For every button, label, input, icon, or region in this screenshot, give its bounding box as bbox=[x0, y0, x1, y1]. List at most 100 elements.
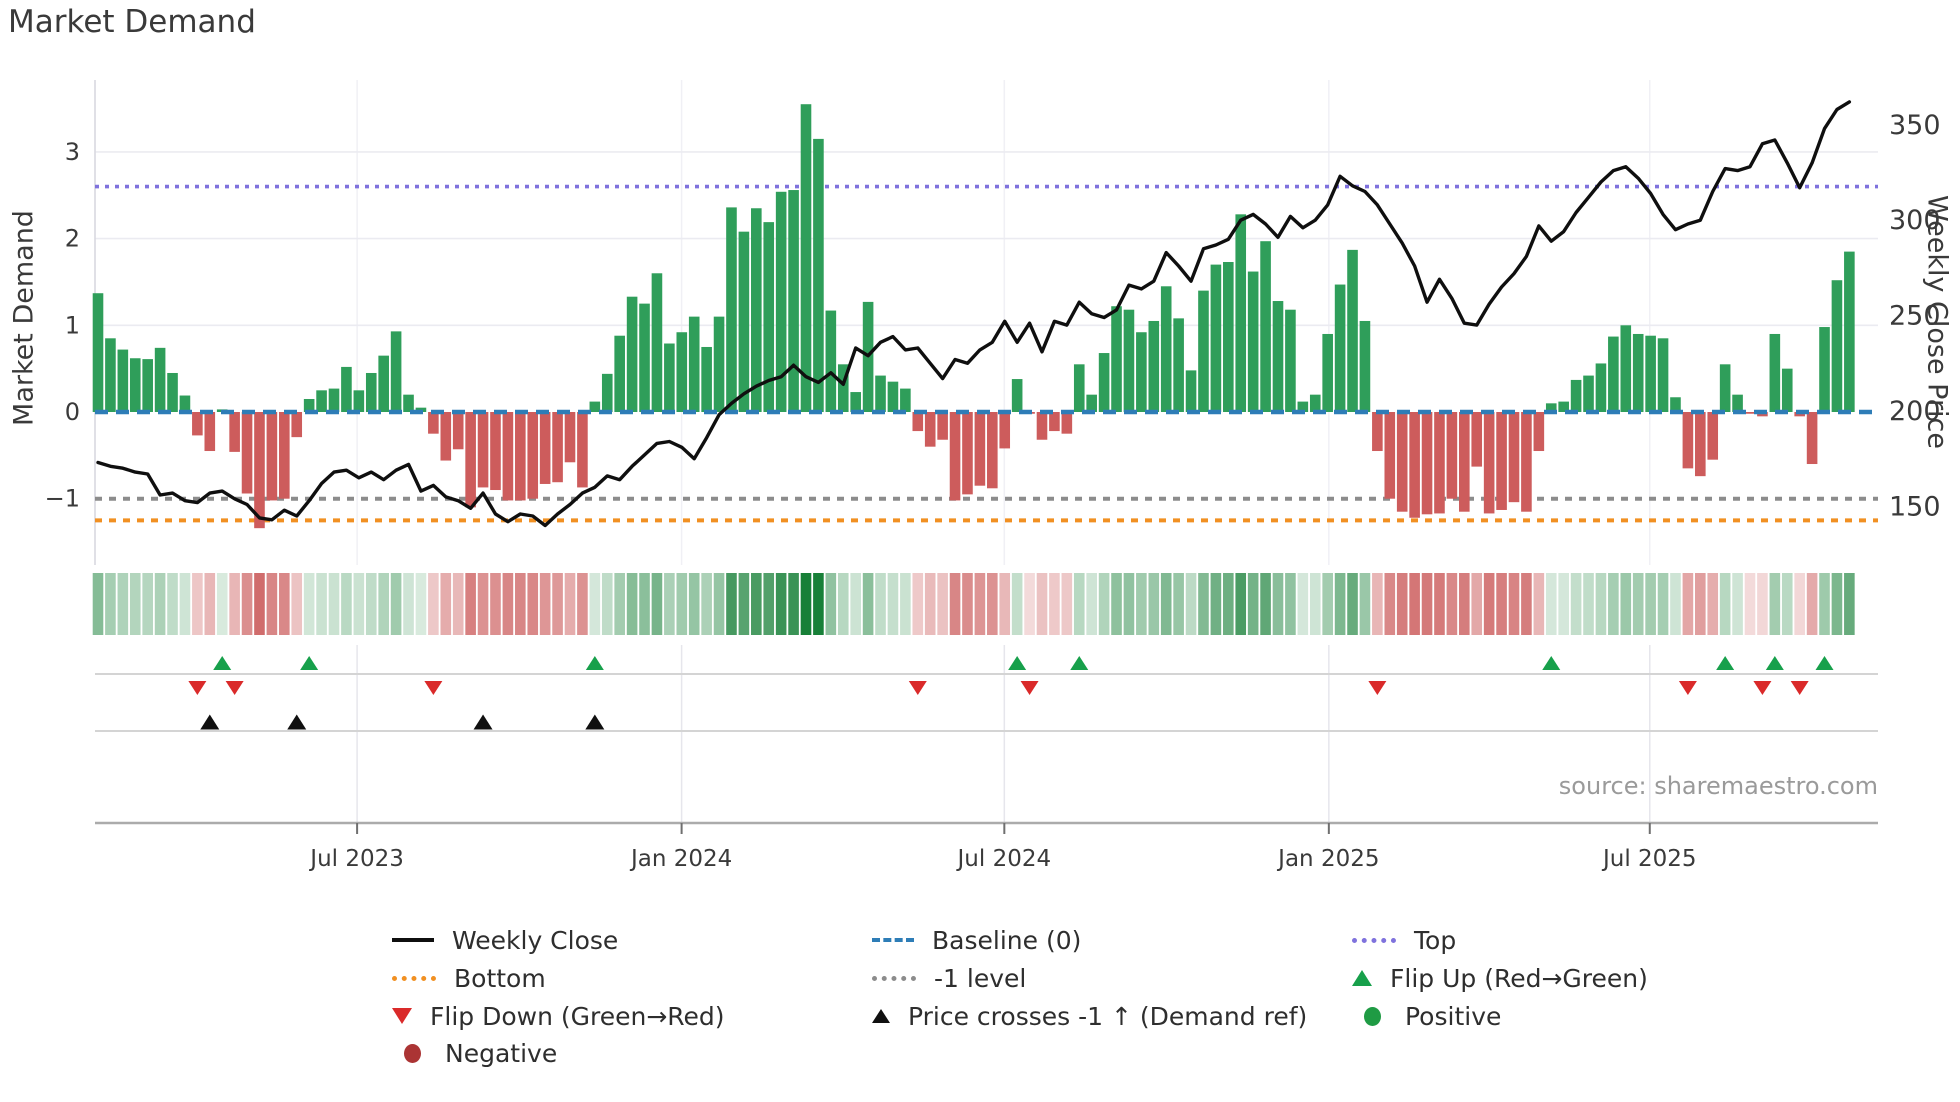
heatmap-cell bbox=[1073, 573, 1085, 635]
demand-bar bbox=[1297, 401, 1309, 412]
flip-down-marker bbox=[225, 681, 244, 695]
heatmap-cell bbox=[577, 573, 588, 635]
demand-bar bbox=[1123, 309, 1135, 412]
demand-bar bbox=[924, 412, 936, 447]
demand-bar bbox=[577, 412, 588, 488]
heatmap-cell bbox=[1533, 573, 1545, 635]
heatmap-cell bbox=[515, 573, 526, 635]
triangle-marker-icon bbox=[392, 1008, 412, 1024]
price-cross-marker bbox=[585, 714, 605, 730]
heatmap-cell bbox=[924, 573, 936, 635]
heatmap-cell bbox=[179, 573, 191, 635]
demand-bar bbox=[428, 412, 439, 434]
demand-bar bbox=[1359, 320, 1371, 412]
heatmap-cell bbox=[1757, 573, 1768, 635]
heatmap-cell bbox=[1707, 573, 1719, 635]
heatmap-cell bbox=[552, 573, 563, 635]
demand-bar bbox=[788, 190, 799, 412]
demand-bar bbox=[490, 412, 501, 491]
heatmap-cell bbox=[428, 573, 439, 635]
heatmap-cell bbox=[1508, 573, 1520, 635]
demand-bar bbox=[1533, 412, 1545, 452]
heatmap-cell bbox=[1011, 573, 1023, 635]
heatmap-cell bbox=[1098, 573, 1110, 635]
x-tick-label: Jul 2024 bbox=[956, 846, 1052, 872]
demand-bar bbox=[639, 303, 650, 412]
source-credit: source: sharemaestro.com bbox=[1558, 772, 1878, 800]
line-style-swatch bbox=[392, 975, 436, 981]
demand-bar bbox=[1384, 412, 1396, 499]
demand-bar bbox=[266, 412, 278, 501]
demand-bar bbox=[1483, 412, 1495, 514]
circle-marker-icon bbox=[1364, 1006, 1381, 1026]
heatmap-cell bbox=[1471, 573, 1483, 635]
heatmap-cell bbox=[1545, 573, 1557, 635]
legend-label: Top bbox=[1414, 925, 1457, 955]
left-tick-label: 1 bbox=[65, 311, 80, 339]
heatmap-cell bbox=[117, 573, 129, 635]
heatmap-cell bbox=[589, 573, 601, 635]
demand-bar bbox=[515, 412, 526, 501]
heatmap-cell bbox=[1446, 573, 1458, 635]
heatmap-cell bbox=[862, 573, 874, 635]
demand-bar bbox=[1570, 379, 1582, 412]
heatmap-cell bbox=[1235, 573, 1247, 635]
demand-bar bbox=[179, 395, 191, 412]
heatmap-cell bbox=[713, 573, 725, 635]
heatmap-cell bbox=[539, 573, 551, 635]
demand-bar bbox=[353, 390, 365, 412]
demand-bar bbox=[1173, 318, 1184, 412]
legend-label: Flip Up (Red→Green) bbox=[1390, 963, 1648, 993]
heatmap-cell bbox=[452, 573, 464, 635]
demand-bar bbox=[1210, 264, 1222, 412]
heatmap-cell bbox=[701, 573, 712, 635]
heatmap-cell bbox=[912, 573, 924, 635]
heatmap-cell bbox=[167, 573, 178, 635]
heatmap-cell bbox=[974, 573, 986, 635]
chart-title: Market Demand bbox=[8, 4, 256, 40]
line-style-swatch bbox=[1352, 937, 1396, 943]
flip-down-marker bbox=[1790, 681, 1809, 695]
heatmap-cell bbox=[1396, 573, 1408, 635]
heatmap-cell bbox=[1496, 573, 1507, 635]
demand-bar bbox=[303, 398, 315, 412]
demand-bar bbox=[1595, 363, 1607, 412]
heatmap-cell bbox=[291, 573, 303, 635]
heatmap-cell bbox=[1806, 573, 1818, 635]
heatmap-cell bbox=[1297, 573, 1309, 635]
heatmap-cell bbox=[1372, 573, 1383, 635]
demand-bar bbox=[204, 412, 216, 452]
flip-up-marker bbox=[1815, 656, 1834, 670]
flip-down-marker bbox=[1753, 681, 1772, 695]
legend-item-bottom: Bottom bbox=[392, 963, 546, 993]
demand-bar bbox=[1111, 306, 1122, 412]
demand-bar bbox=[800, 104, 812, 412]
demand-bar bbox=[1521, 412, 1532, 512]
heatmap-cell bbox=[279, 573, 290, 635]
heatmap-cell bbox=[1173, 573, 1184, 635]
demand-bar bbox=[1372, 412, 1383, 452]
heatmap-cell bbox=[241, 573, 253, 635]
flip-down-marker bbox=[1020, 681, 1039, 695]
demand-bar bbox=[1459, 412, 1470, 512]
demand-bar bbox=[875, 375, 886, 412]
legend-item-flip-down-green-red: Flip Down (Green→Red) bbox=[392, 1001, 725, 1031]
price-cross-marker bbox=[287, 714, 307, 730]
demand-bar bbox=[378, 355, 389, 412]
line-style-swatch bbox=[392, 938, 434, 942]
heatmap-cell bbox=[651, 573, 663, 635]
heatmap-cell bbox=[1409, 573, 1420, 635]
heatmap-cell bbox=[192, 573, 203, 635]
demand-bar bbox=[1322, 333, 1333, 412]
demand-bar bbox=[813, 138, 824, 412]
demand-bar bbox=[1160, 286, 1172, 412]
flip-up-marker bbox=[1765, 656, 1784, 670]
heatmap-cell bbox=[813, 573, 824, 635]
heatmap-cell bbox=[1359, 573, 1371, 635]
demand-bar bbox=[676, 332, 688, 412]
heatmap-cell bbox=[751, 573, 762, 635]
demand-bar bbox=[1347, 249, 1358, 412]
demand-bar bbox=[365, 372, 377, 412]
heatmap-cell bbox=[527, 573, 539, 635]
heatmap-cell bbox=[328, 573, 340, 635]
